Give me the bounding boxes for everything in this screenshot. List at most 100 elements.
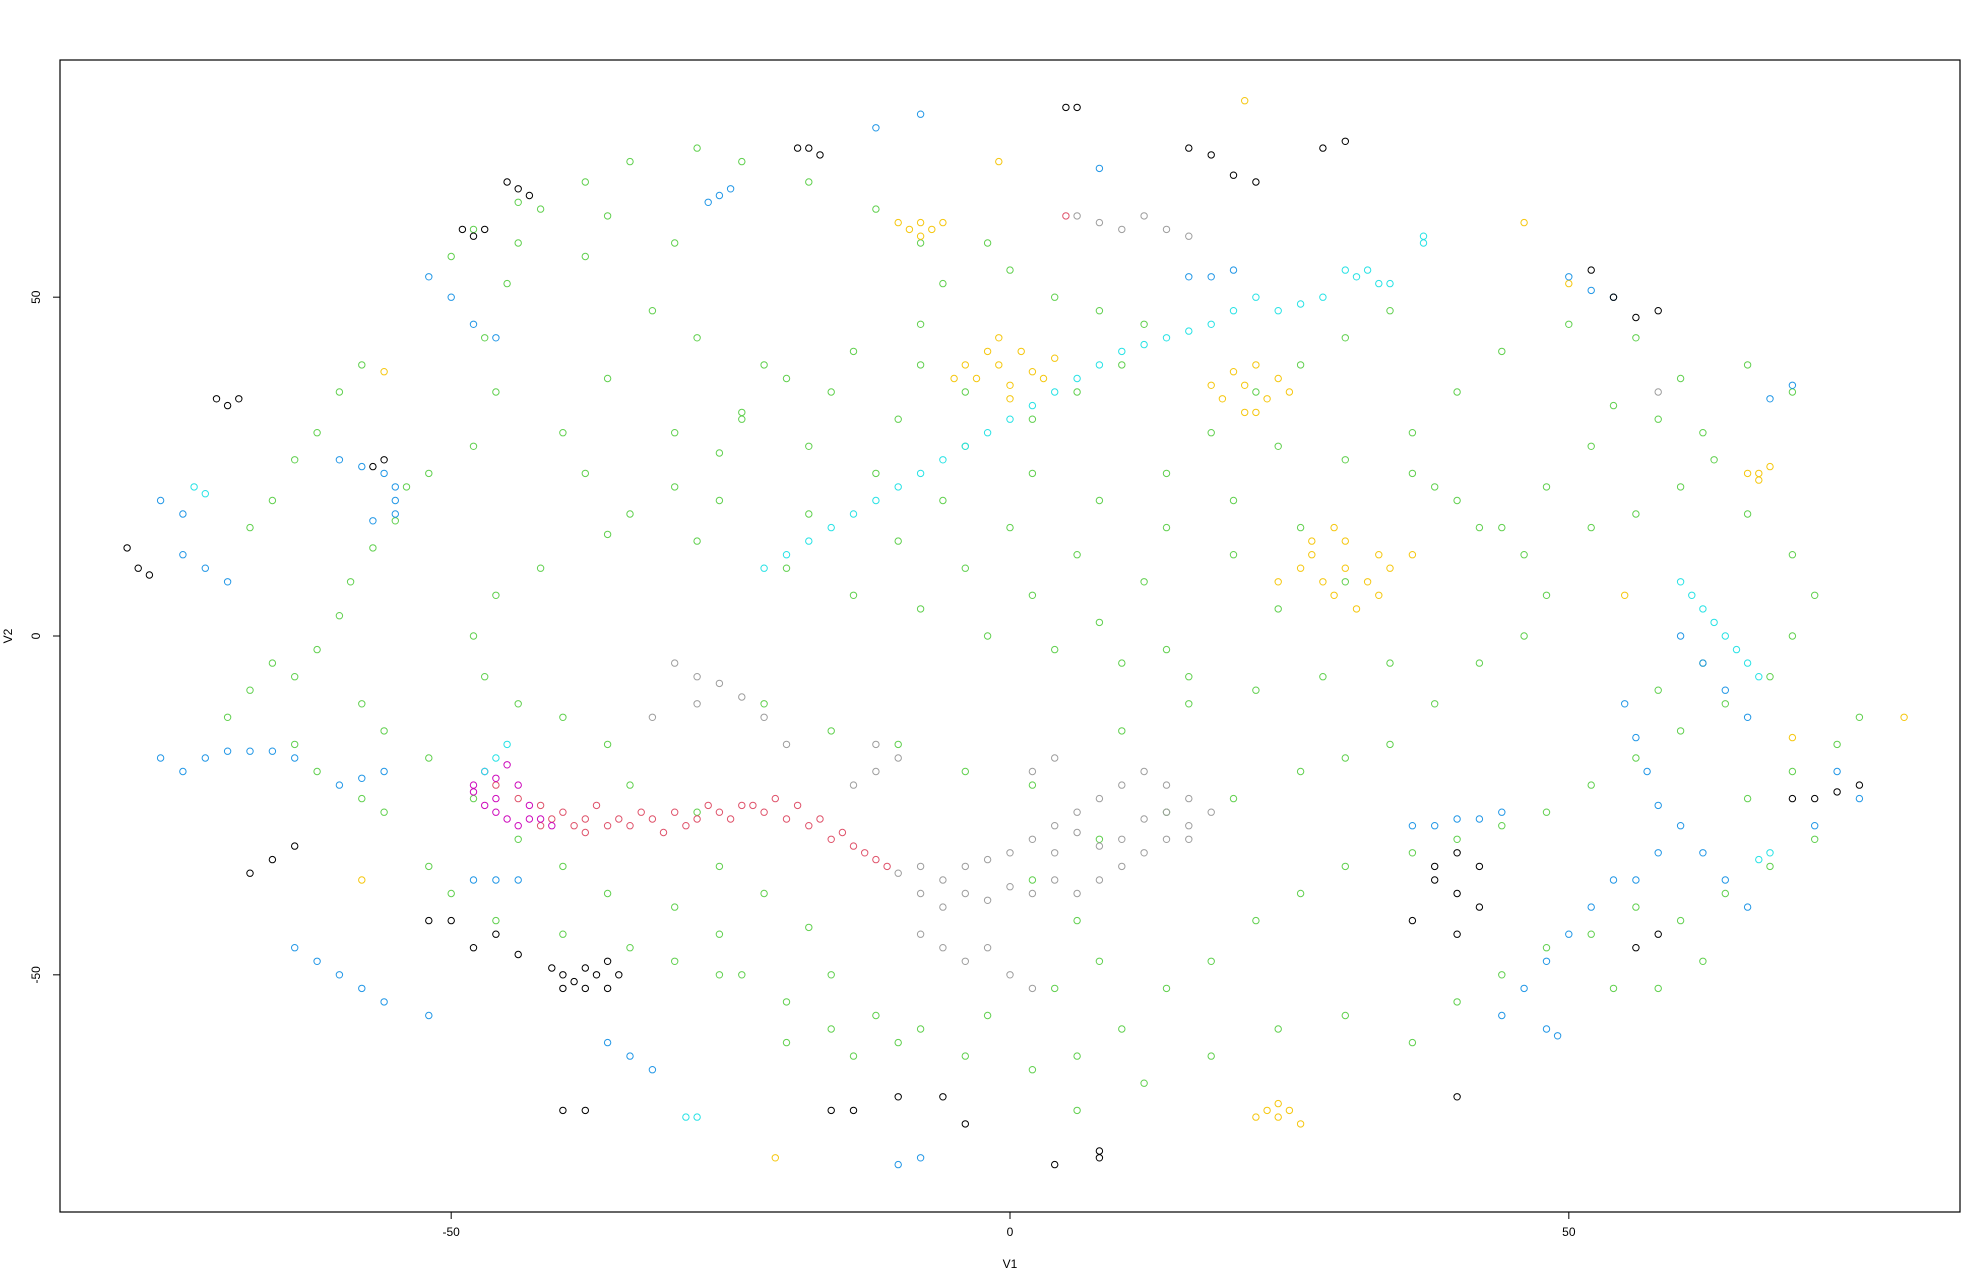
- data-point-black: [123, 544, 131, 552]
- data-point-green: [1632, 903, 1640, 911]
- data-point-gray: [1140, 849, 1148, 857]
- data-point-green: [1341, 1011, 1350, 1020]
- data-point-cyan: [1721, 632, 1730, 640]
- data-point-green: [481, 673, 489, 681]
- data-point-blue: [268, 747, 277, 755]
- data-point-gray: [1118, 862, 1126, 871]
- data-point-red: [559, 808, 567, 816]
- data-point-green: [1207, 1052, 1215, 1060]
- data-point-blue: [358, 984, 366, 993]
- data-point-yellow: [1386, 564, 1394, 572]
- data-point-black: [603, 957, 612, 965]
- data-point-magenta: [492, 794, 500, 803]
- data-point-gray: [983, 896, 992, 904]
- data-point-gray: [1095, 876, 1104, 884]
- data-point-yellow: [1051, 354, 1059, 362]
- data-point-gray: [1140, 212, 1148, 220]
- data-point-blue: [1811, 822, 1819, 830]
- data-point-green: [1453, 835, 1461, 843]
- data-point-blue: [201, 754, 210, 762]
- data-point-green: [916, 361, 925, 369]
- data-point-green: [1051, 645, 1059, 654]
- data-point-yellow: [983, 347, 992, 356]
- data-point-cyan: [1710, 618, 1718, 627]
- data-point-green: [346, 578, 355, 586]
- data-point-red: [782, 815, 791, 823]
- data-point-cyan: [682, 1113, 690, 1121]
- data-point-gray: [1185, 794, 1193, 803]
- data-point-yellow: [771, 1154, 779, 1162]
- data-point-green: [1028, 1066, 1037, 1074]
- data-point-green: [358, 361, 366, 369]
- data-point-green: [1229, 496, 1238, 505]
- data-point-yellow: [1766, 462, 1774, 471]
- data-point-red: [793, 801, 802, 810]
- x-tick-label: 50: [1562, 1225, 1576, 1239]
- data-point-green: [1006, 266, 1014, 274]
- data-point-blue: [1185, 273, 1193, 281]
- data-point-gray: [961, 889, 969, 898]
- data-point-green: [939, 279, 947, 288]
- data-point-green: [849, 1052, 858, 1060]
- data-point-red: [827, 835, 835, 843]
- data-point-black: [961, 1120, 969, 1128]
- data-point-gray: [738, 693, 746, 701]
- data-point-black: [447, 916, 455, 925]
- data-point-yellow: [1341, 564, 1350, 572]
- data-point-black: [268, 855, 277, 864]
- data-point-green: [447, 252, 455, 261]
- data-point-green: [469, 632, 478, 640]
- data-point-green: [1386, 740, 1394, 749]
- data-point-green: [1408, 1038, 1417, 1047]
- data-point-gray: [1118, 781, 1126, 789]
- data-point-yellow: [1352, 605, 1361, 613]
- data-point-green: [358, 700, 366, 708]
- data-point-green: [291, 456, 299, 464]
- data-point-green: [1676, 374, 1685, 383]
- data-point-black: [581, 964, 589, 972]
- data-point-black: [603, 984, 612, 993]
- data-point-green: [671, 429, 679, 437]
- data-point-cyan: [1766, 849, 1774, 857]
- data-point-green: [1453, 496, 1461, 505]
- data-point-yellow: [1274, 374, 1282, 383]
- data-point-green: [738, 415, 746, 423]
- data-point-green: [492, 388, 500, 396]
- data-point-black: [1811, 794, 1819, 803]
- data-point-green: [1296, 889, 1305, 898]
- data-point-green: [1274, 605, 1282, 613]
- data-point-cyan: [693, 1113, 701, 1121]
- data-point-cyan: [492, 754, 500, 762]
- data-point-green: [581, 252, 589, 261]
- data-point-magenta: [492, 808, 500, 816]
- data-point-blue: [1766, 395, 1774, 403]
- data-point-green: [1207, 429, 1215, 437]
- data-point-blue: [894, 1160, 902, 1169]
- data-point-black: [145, 571, 154, 579]
- data-point-blue: [1207, 273, 1215, 281]
- data-point-gray: [894, 869, 902, 877]
- data-point-green: [1542, 591, 1551, 599]
- data-point-green: [1676, 727, 1685, 735]
- data-point-black: [503, 178, 511, 186]
- data-point-blue: [223, 578, 232, 586]
- data-point-cyan: [939, 456, 947, 464]
- data-point-magenta: [514, 822, 522, 830]
- data-point-cyan: [872, 496, 880, 505]
- data-point-green: [961, 1052, 969, 1060]
- data-point-red: [581, 828, 589, 837]
- data-point-green: [894, 1038, 902, 1047]
- data-point-black: [1654, 930, 1662, 938]
- data-point-cyan: [849, 510, 858, 518]
- data-point-cyan: [190, 483, 198, 491]
- data-point-yellow: [905, 225, 914, 234]
- data-point-gray: [916, 889, 925, 898]
- data-point-black: [514, 950, 522, 959]
- data-point-black: [525, 191, 534, 200]
- data-point-black: [1062, 103, 1070, 112]
- data-point-green: [1587, 930, 1595, 938]
- data-point-green: [536, 205, 545, 213]
- data-point-blue: [469, 320, 478, 328]
- data-point-green: [1118, 727, 1126, 735]
- data-point-green: [313, 645, 321, 654]
